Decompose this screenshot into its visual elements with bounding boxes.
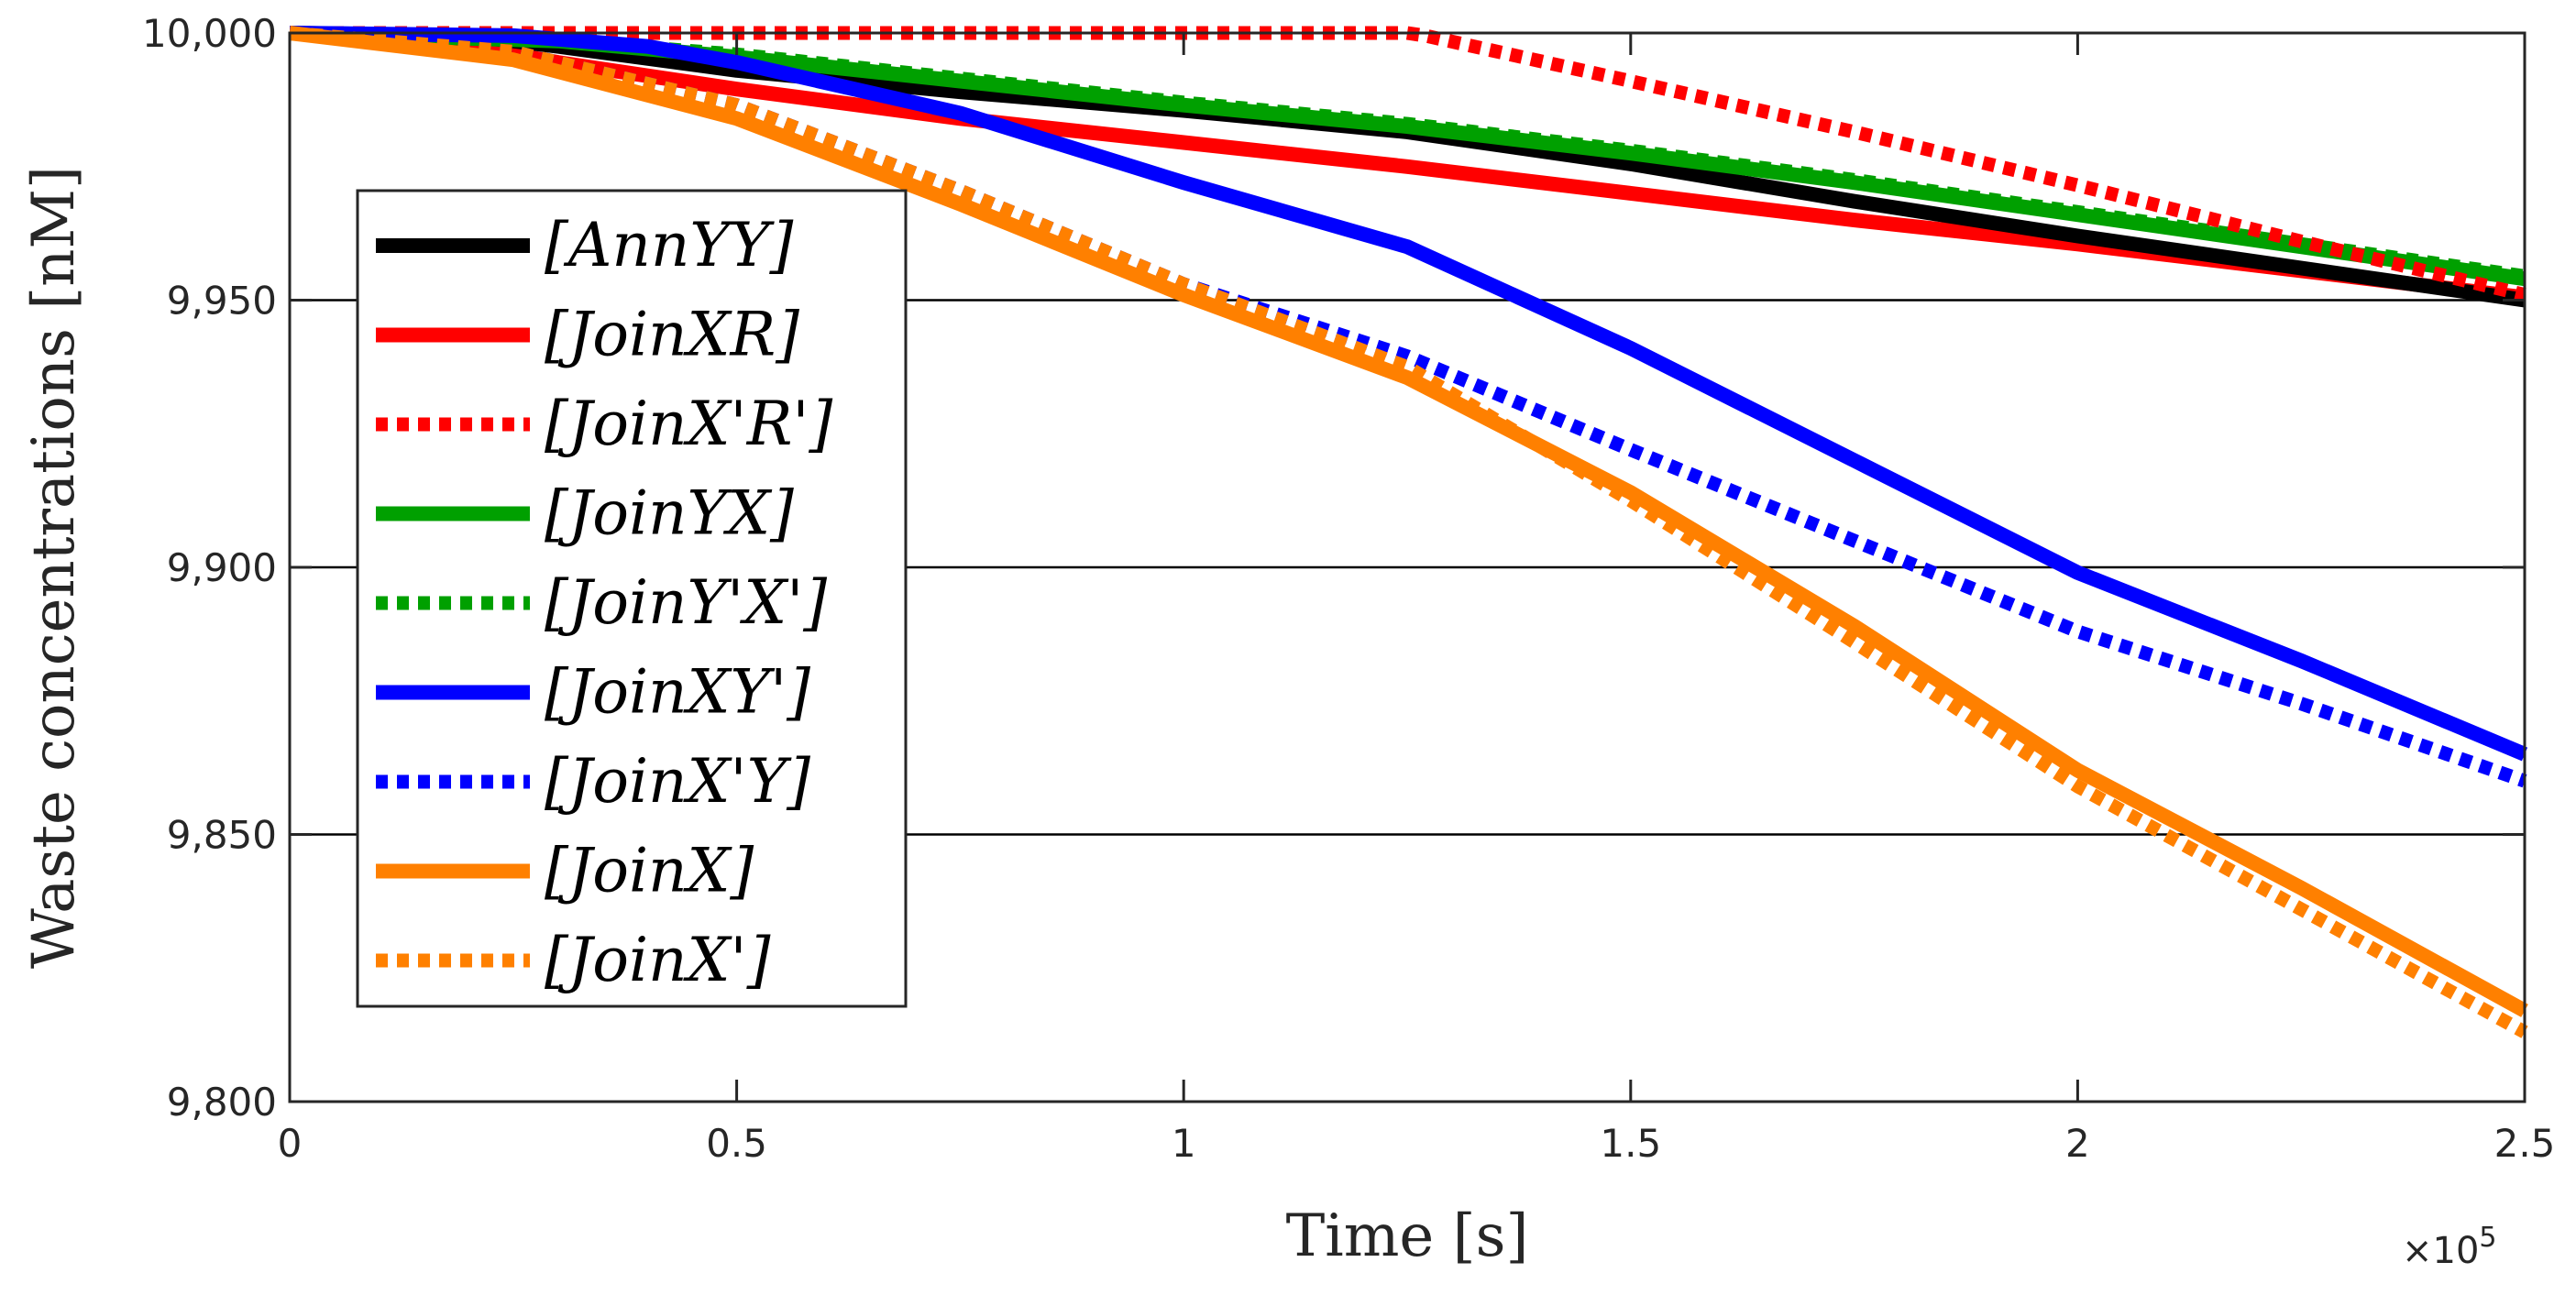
x-multiplier-base: ×10 — [2402, 1230, 2479, 1272]
legend-label: [JoinYX] — [545, 478, 794, 549]
y-axis-title: Waste concentrations [nM] — [20, 166, 88, 969]
series-line-5 — [289, 26, 2528, 762]
y-tick-label: 9,800 — [167, 1080, 277, 1125]
y-tick-label: 9,950 — [167, 279, 277, 324]
x-multiplier: ×105 — [2402, 1222, 2497, 1272]
y-tick-label: 9,850 — [167, 813, 277, 858]
legend-label: [AnnYY] — [545, 210, 794, 280]
series-line-7 — [289, 26, 2528, 1017]
legend-label: [JoinX'R'] — [545, 389, 833, 459]
tick-labels: 9,800 9,850 9,900 9,950 10,000 0 0.5 1 1.5 2 2.5 — [142, 11, 2555, 1166]
legend-label: [JoinX'Y] — [545, 746, 810, 817]
legend-items: [AnnYY] [JoinXR] [JoinX'R'] [JoinYX] [JoinY'… — [376, 210, 833, 995]
x-tick-label: 0.5 — [706, 1121, 767, 1166]
legend: [AnnYY] [JoinXR] [JoinX'R'] [JoinYX] [JoinY'… — [356, 189, 908, 1008]
legend-label: [JoinX] — [545, 836, 754, 906]
legend-label: [JoinXY'] — [545, 657, 810, 728]
series-group — [289, 26, 2528, 1038]
y-tick-label: 9,900 — [167, 545, 277, 590]
series-line-6 — [289, 26, 2527, 788]
x-tick-label: 1 — [1172, 1121, 1196, 1166]
series-line-8 — [289, 26, 2528, 1038]
y-tick-label: 10,000 — [142, 11, 277, 56]
x-tick-label: 0 — [278, 1121, 303, 1166]
x-tick-label: 2 — [2065, 1121, 2090, 1166]
legend-label: [JoinX'] — [545, 925, 771, 995]
ticks — [288, 31, 2526, 1103]
legend-label: [JoinY'X'] — [545, 567, 827, 638]
legend-label: [JoinXR] — [545, 300, 799, 370]
x-tick-label: 1.5 — [1600, 1121, 1661, 1166]
x-axis-title: Time [s] — [1286, 1202, 1529, 1270]
x-multiplier-exponent: 5 — [2479, 1222, 2496, 1254]
x-tick-label: 2.5 — [2494, 1121, 2556, 1166]
